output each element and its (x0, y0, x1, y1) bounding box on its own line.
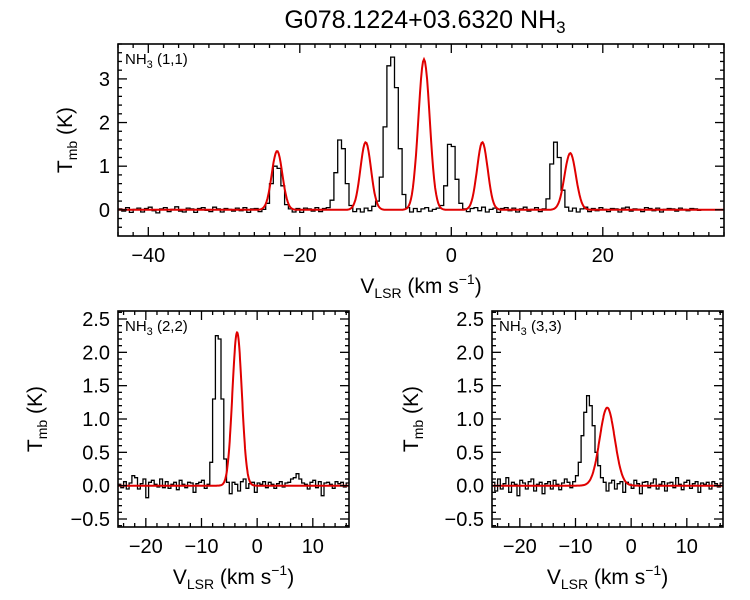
x-tick-label: −20 (283, 245, 317, 267)
y-tick-label: −0.5 (71, 509, 110, 531)
y-axis-label: Tmb (K) (400, 386, 426, 452)
y-tick-label: 0.5 (456, 442, 484, 464)
panel-nh3-11: −40 −20 0 20 0 1 2 3 NH3 (1,1) VLSR (km s−1) Tmb (… (54, 43, 725, 301)
y-tick-label: 1 (99, 156, 110, 178)
panel-nh3-22: −20 −10 0 10 −0.5 0.0 0.5 1.0 1.5 2.0 2.5 NH3 (2,2)… (24, 309, 350, 592)
y-tick-label: 3 (99, 69, 110, 91)
y-tick-label: 0.0 (82, 476, 110, 498)
y-tick-label: 1.5 (82, 376, 110, 398)
y-tick-label: 1.5 (456, 376, 484, 398)
x-axis-label: VLSR (km s−1) (547, 562, 668, 592)
x-tick-label: 0 (626, 536, 637, 558)
y-tick-label: −0.5 (445, 509, 484, 531)
x-tick-label: 0 (446, 245, 457, 267)
y-tick-label: 2.0 (82, 342, 110, 364)
x-tick-label: 20 (592, 245, 614, 267)
x-tick-label: −10 (559, 536, 593, 558)
y-tick-label: 0.0 (456, 476, 484, 498)
model-fit-line (118, 56, 724, 211)
model-fit-line (492, 406, 723, 487)
y-tick-label: 1.0 (82, 409, 110, 431)
panel-label: NH3 (1,1) (125, 51, 188, 71)
x-axis-label: VLSR (km s−1) (173, 562, 294, 592)
panel-label: NH3 (2,2) (125, 318, 188, 338)
y-tick-label: 0 (99, 200, 110, 222)
observed-spectrum-line (118, 56, 702, 214)
y-tick-label: 2.5 (456, 309, 484, 331)
y-tick-label: 2.0 (456, 342, 484, 364)
panel-nh3-33: −20 −10 0 10 −0.5 0.0 0.5 1.0 1.5 2.0 2.5 NH3 (3,3)… (400, 309, 724, 592)
y-axis-label: Tmb (K) (54, 107, 80, 173)
x-axis-label: VLSR (km s−1) (360, 271, 481, 301)
x-tick-label: −20 (503, 536, 537, 558)
y-tick-label: 0.5 (82, 442, 110, 464)
x-tick-label: −40 (131, 245, 165, 267)
x-tick-label: 10 (676, 536, 698, 558)
y-tick-label: 1.0 (456, 409, 484, 431)
x-tick-label: 0 (252, 536, 263, 558)
observed-spectrum-line (492, 395, 723, 497)
plot-frame (117, 310, 350, 528)
y-tick-label: 2 (99, 113, 110, 135)
x-tick-label: −10 (185, 536, 219, 558)
x-tick-label: −20 (129, 536, 163, 558)
x-tick-label: 10 (302, 536, 324, 558)
panel-label: NH3 (3,3) (499, 318, 562, 338)
model-fit-line (118, 331, 349, 487)
y-axis-label: Tmb (K) (24, 386, 50, 452)
figure-title: G078.1224+03.6320 NH3 (284, 6, 565, 37)
plot-frame (491, 310, 724, 528)
y-tick-label: 2.5 (82, 309, 110, 331)
